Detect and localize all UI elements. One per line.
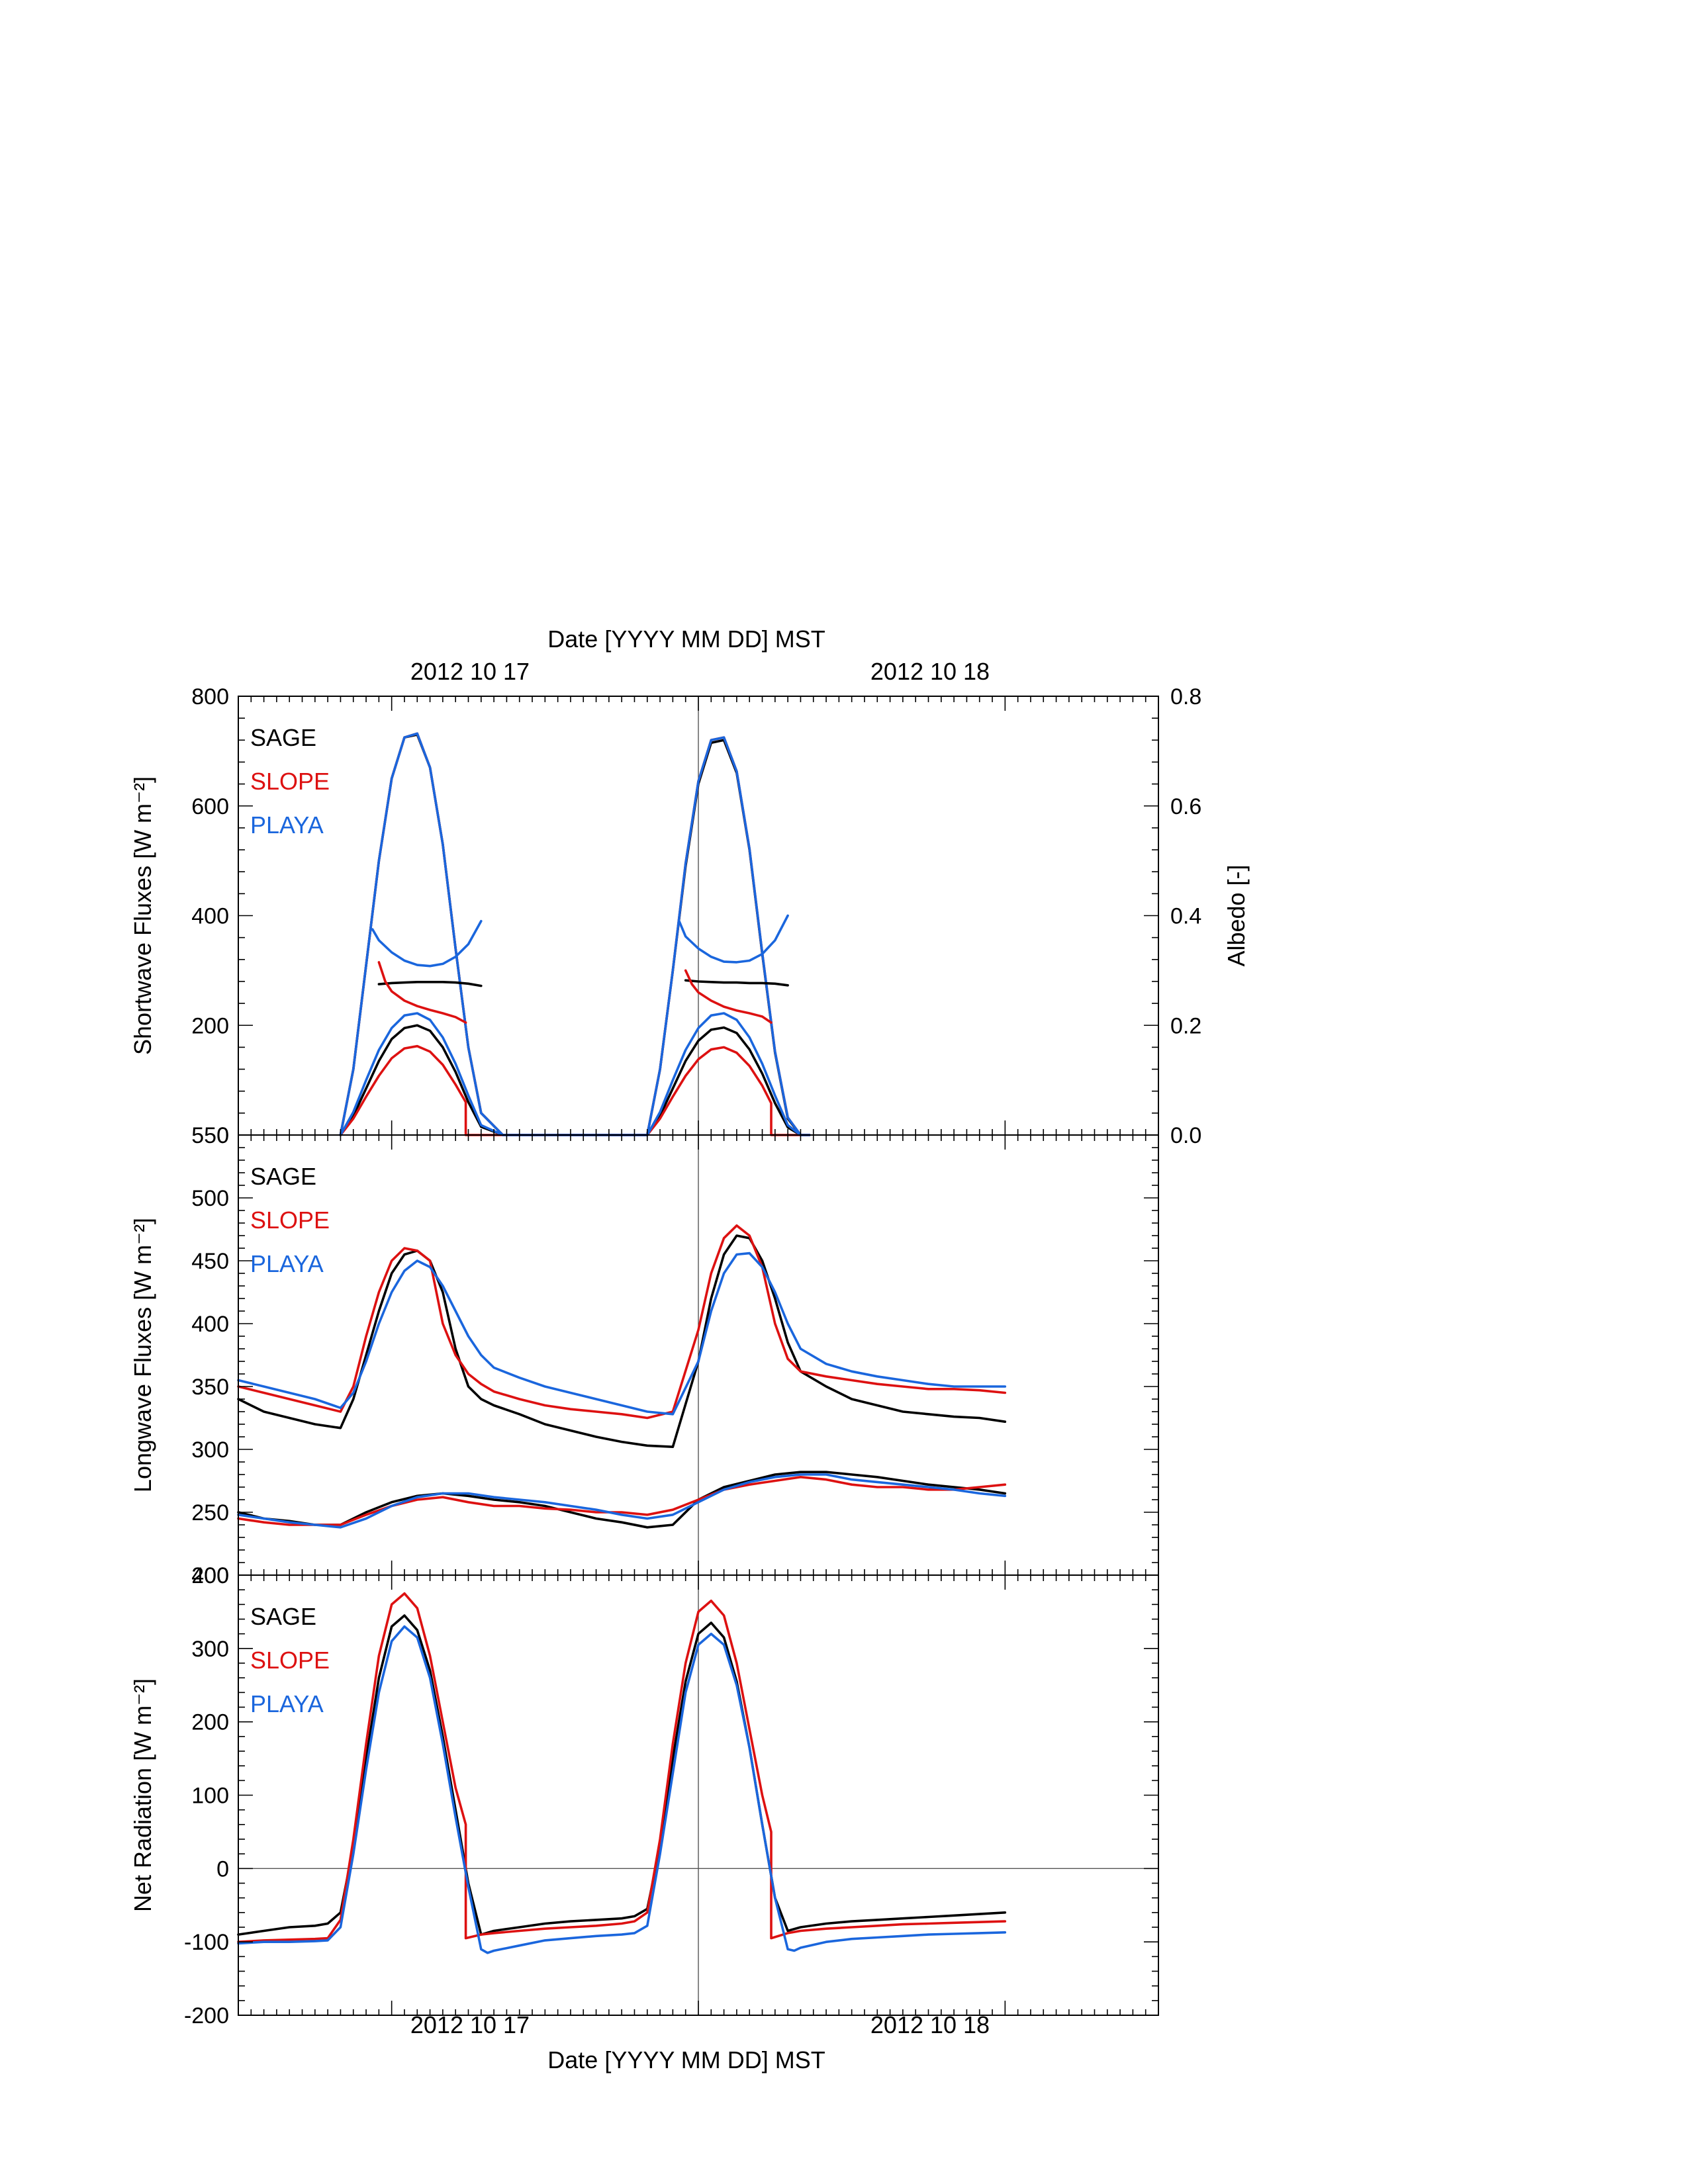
- y-tick-label: -100: [184, 1930, 229, 1955]
- longwave-panel: 200 250 300 350 400 450 500 550 Longwave Fluxes …: [129, 1123, 1159, 1588]
- series-line: [237, 1471, 1007, 1529]
- net-radiation-panel: -200 -100 0 100 200 300 400 Net Radiation [W m⁻…: [129, 1563, 1159, 2028]
- y-tick-label: 550: [191, 1123, 229, 1148]
- y-tick-label: 250: [191, 1500, 229, 1525]
- bottom-x-axis-title: Date [YYYY MM DD] MST: [547, 2046, 825, 2073]
- y-axis-title: Longwave Fluxes [W m⁻²]: [129, 1218, 156, 1492]
- y2-tick-label: 0.4: [1170, 904, 1201, 929]
- legend-entry: SAGE: [250, 724, 316, 751]
- legend-entry: SAGE: [250, 1163, 316, 1190]
- y-tick-label: 0: [216, 1123, 229, 1148]
- y2-tick-label: 0.0: [1170, 1123, 1201, 1148]
- series-line: [678, 914, 789, 964]
- y-tick-label: 350: [191, 1375, 229, 1400]
- y-tick-label: 0: [216, 1856, 229, 1882]
- bottom-date-tick-label: 2012 10 17: [410, 2011, 530, 2038]
- y2-tick-label: 0.6: [1170, 794, 1201, 819]
- legend-entry: PLAYA: [250, 1250, 324, 1277]
- legend-entry: PLAYA: [250, 811, 324, 839]
- series-line: [237, 1592, 1007, 1943]
- y-tick-label: -200: [184, 2003, 229, 2028]
- y2-tick-label: 0.8: [1170, 684, 1201, 709]
- top-date-tick-label: 2012 10 17: [410, 658, 530, 685]
- y-tick-label: 400: [191, 1563, 229, 1588]
- legend-entry: SLOPE: [250, 768, 330, 795]
- top-x-axis-title: Date [YYYY MM DD] MST: [547, 625, 825, 653]
- legend-entry: SLOPE: [250, 1647, 330, 1674]
- y-tick-label: 600: [191, 794, 229, 819]
- series-line: [684, 969, 773, 1024]
- y-tick-label: 400: [191, 904, 229, 929]
- shortwave-panel: 0 200 400 600 800 0.0 0.2 0.4 0.6 0.8 Albedo [-] Sh…: [129, 684, 1250, 1148]
- y-tick-label: 300: [191, 1437, 229, 1463]
- series-line: [237, 1625, 1007, 1954]
- y-tick-label: 500: [191, 1186, 229, 1211]
- series-line: [237, 1473, 1007, 1529]
- y-tick-label: 200: [191, 1710, 229, 1735]
- y-tick-label: 300: [191, 1637, 229, 1662]
- bottom-date-tick-label: 2012 10 18: [870, 2011, 990, 2038]
- y-tick-label: 200: [191, 1563, 229, 1588]
- legend-entry: SAGE: [250, 1603, 316, 1630]
- series-line: [237, 1251, 1007, 1416]
- y-tick-label: 100: [191, 1784, 229, 1809]
- y-tick-label: 450: [191, 1249, 229, 1274]
- series-line: [237, 1476, 1007, 1526]
- series-line: [377, 961, 467, 1024]
- series-line: [237, 1614, 1007, 1936]
- series-line: [237, 1234, 1007, 1448]
- y-tick-label: 200: [191, 1013, 229, 1038]
- y-axis-title: Net Radiation [W m⁻²]: [129, 1678, 156, 1912]
- series-line: [237, 1224, 1007, 1420]
- series-line: [371, 920, 483, 968]
- y2-tick-label: 0.2: [1170, 1013, 1201, 1038]
- y-tick-label: 800: [191, 684, 229, 709]
- y-tick-label: 400: [191, 1312, 229, 1337]
- y-axis-title: Shortwave Fluxes [W m⁻²]: [129, 776, 156, 1055]
- legend-entry: PLAYA: [250, 1690, 324, 1717]
- legend-entry: SLOPE: [250, 1206, 330, 1234]
- series-line: [377, 981, 483, 987]
- top-date-tick-label: 2012 10 18: [870, 658, 990, 685]
- y2-axis-title: Albedo [-]: [1223, 864, 1250, 966]
- series-line: [684, 979, 789, 987]
